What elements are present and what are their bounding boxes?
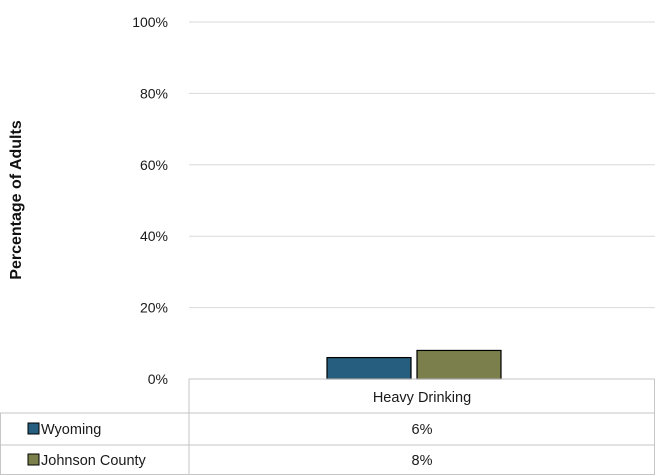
y-axis-title: Percentage of Adults [8,120,25,280]
data-label: 6% [412,422,433,438]
data-label: 8% [412,453,433,469]
bar-johnson-county [416,349,502,380]
bar-wyoming [326,356,412,380]
y-tick-label: 100% [132,14,168,30]
category-label: Heavy Drinking [373,390,471,406]
y-tick-label: 40% [140,228,168,244]
legend-label: Wyoming [41,422,101,438]
y-tick-label: 60% [140,157,168,173]
legend-label: Johnson County [41,453,147,469]
legend-key [27,422,40,435]
y-tick-label: 20% [140,300,168,316]
y-tick-label: 80% [140,85,168,101]
y-tick-label: 0% [148,371,168,387]
legend-key [27,453,40,466]
